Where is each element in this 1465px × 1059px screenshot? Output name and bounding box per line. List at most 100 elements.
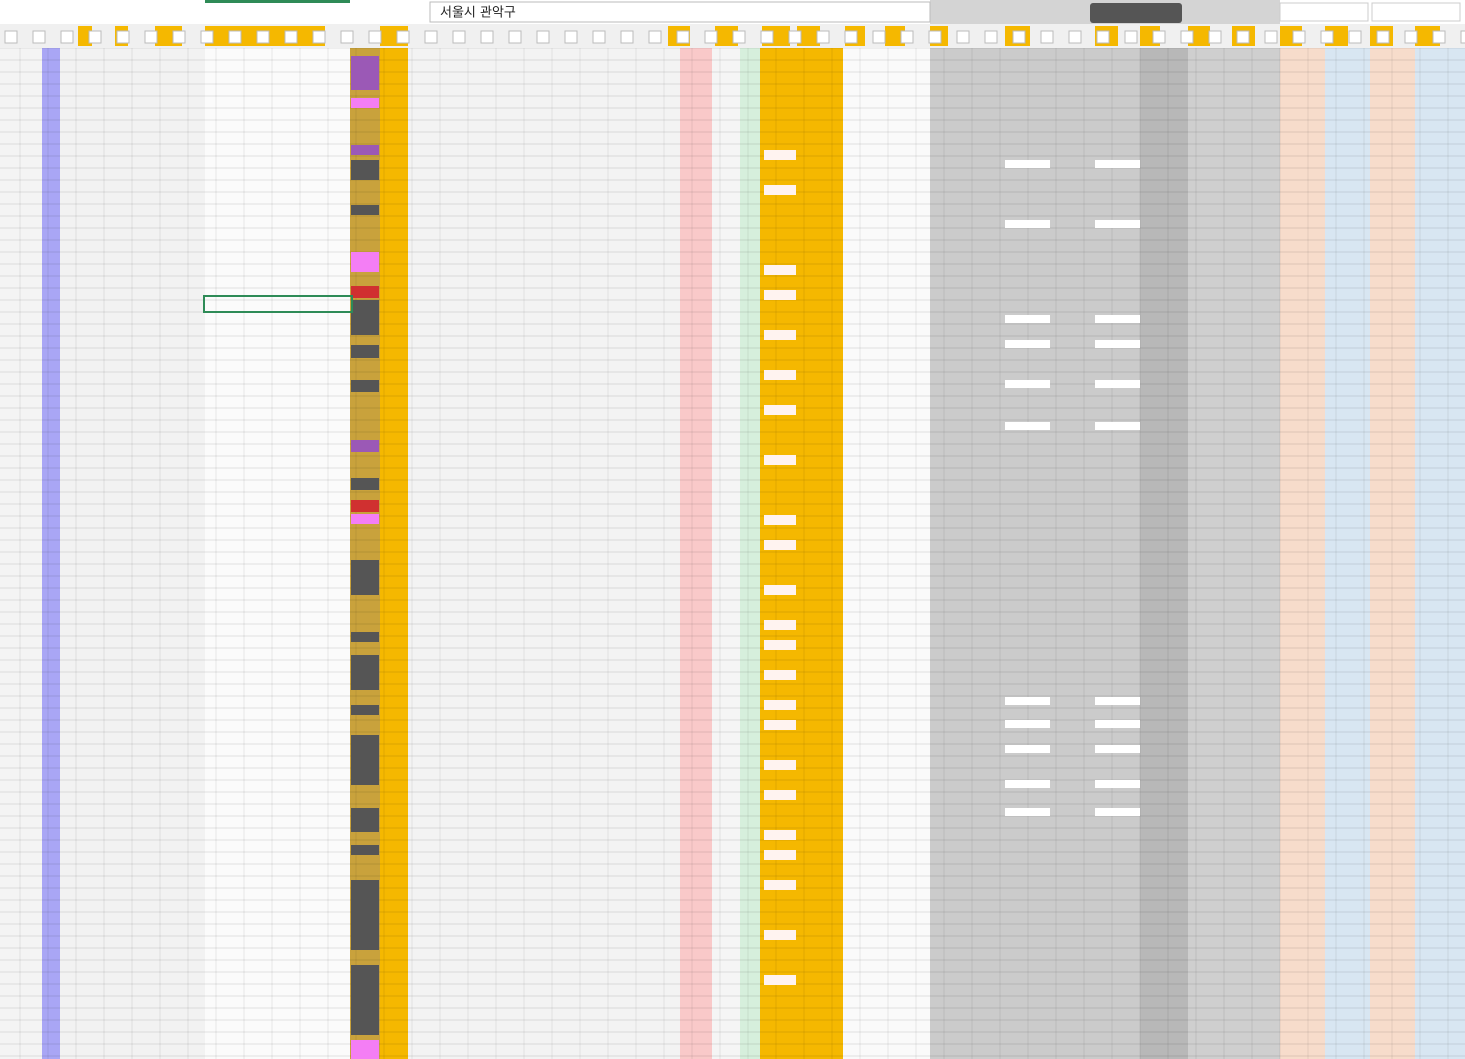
filter-button[interactable] xyxy=(368,30,382,44)
filter-button[interactable] xyxy=(564,30,578,44)
filter-button[interactable] xyxy=(1236,30,1250,44)
highlight-cell xyxy=(764,185,796,195)
filter-button[interactable] xyxy=(816,30,830,44)
column-fill xyxy=(1188,48,1280,1059)
sheet-title: 서울시 관악구 xyxy=(440,6,516,21)
colored-cell xyxy=(351,965,379,1035)
highlight-cell xyxy=(764,370,796,380)
colored-cell xyxy=(351,705,379,715)
filter-button[interactable] xyxy=(732,30,746,44)
colored-cell xyxy=(351,380,379,392)
filter-button[interactable] xyxy=(284,30,298,44)
column-fill xyxy=(1370,48,1415,1059)
filter-button[interactable] xyxy=(480,30,494,44)
highlight-cell xyxy=(764,405,796,415)
filter-button[interactable] xyxy=(536,30,550,44)
filter-button[interactable] xyxy=(88,30,102,44)
highlight-cell xyxy=(764,540,796,550)
filter-button[interactable] xyxy=(172,30,186,44)
filter-button[interactable] xyxy=(1208,30,1222,44)
header-cell xyxy=(797,26,820,46)
highlight-cell xyxy=(764,670,796,680)
white-cell xyxy=(1095,780,1140,788)
filter-button[interactable] xyxy=(704,30,718,44)
colored-cell xyxy=(351,345,379,358)
white-cell xyxy=(1095,160,1140,168)
highlight-cell xyxy=(764,930,796,940)
filter-button[interactable] xyxy=(116,30,130,44)
colored-cell xyxy=(351,56,379,90)
filter-button[interactable] xyxy=(844,30,858,44)
active-tab xyxy=(205,0,350,3)
white-cell xyxy=(1005,697,1050,705)
filter-button[interactable] xyxy=(1264,30,1278,44)
filter-button[interactable] xyxy=(928,30,942,44)
filter-button[interactable] xyxy=(1152,30,1166,44)
filter-button[interactable] xyxy=(1376,30,1390,44)
colored-cell xyxy=(351,1040,379,1059)
filter-button[interactable] xyxy=(424,30,438,44)
highlight-cell xyxy=(764,515,796,525)
filter-button[interactable] xyxy=(4,30,18,44)
white-cell xyxy=(1005,422,1050,430)
filter-button[interactable] xyxy=(1180,30,1194,44)
column-fill xyxy=(712,48,740,1059)
filter-button[interactable] xyxy=(1068,30,1082,44)
white-cell xyxy=(1095,697,1140,705)
white-cell xyxy=(1095,340,1140,348)
filter-button[interactable] xyxy=(1012,30,1026,44)
white-cell xyxy=(1005,380,1050,388)
colored-cell xyxy=(351,808,379,832)
colored-cell xyxy=(351,98,379,108)
filter-button[interactable] xyxy=(256,30,270,44)
highlight-cell xyxy=(764,830,796,840)
filter-button[interactable] xyxy=(620,30,634,44)
filter-button[interactable] xyxy=(984,30,998,44)
filter-button[interactable] xyxy=(32,30,46,44)
filter-button[interactable] xyxy=(228,30,242,44)
filter-button[interactable] xyxy=(760,30,774,44)
filter-button[interactable] xyxy=(508,30,522,44)
colored-cell xyxy=(351,845,379,855)
filter-button[interactable] xyxy=(1292,30,1306,44)
filter-button[interactable] xyxy=(872,30,886,44)
colored-cell xyxy=(351,300,379,335)
colored-cell xyxy=(351,560,379,595)
filter-button[interactable] xyxy=(592,30,606,44)
filter-button[interactable] xyxy=(1348,30,1362,44)
filter-button[interactable] xyxy=(1404,30,1418,44)
filter-button[interactable] xyxy=(144,30,158,44)
white-cell xyxy=(1005,160,1050,168)
filter-button[interactable] xyxy=(1124,30,1138,44)
filter-button[interactable] xyxy=(396,30,410,44)
filter-button[interactable] xyxy=(1432,30,1446,44)
filter-button[interactable] xyxy=(676,30,690,44)
header-cell xyxy=(885,26,905,46)
filter-button[interactable] xyxy=(900,30,914,44)
white-cell xyxy=(1005,220,1050,228)
colored-cell xyxy=(351,478,379,490)
filter-button[interactable] xyxy=(200,30,214,44)
highlight-cell xyxy=(764,640,796,650)
filter-button[interactable] xyxy=(1040,30,1054,44)
filter-button[interactable] xyxy=(60,30,74,44)
filter-button[interactable] xyxy=(452,30,466,44)
filter-button[interactable] xyxy=(1460,30,1465,44)
colored-cell xyxy=(351,205,379,215)
filter-button[interactable] xyxy=(956,30,970,44)
filter-button[interactable] xyxy=(1096,30,1110,44)
highlight-cell xyxy=(764,150,796,160)
selected-cell[interactable] xyxy=(203,295,353,313)
row-lines xyxy=(0,47,1465,1057)
filter-button[interactable] xyxy=(788,30,802,44)
filter-button[interactable] xyxy=(340,30,354,44)
white-cell xyxy=(1095,720,1140,728)
header-cell xyxy=(1371,2,1461,22)
filter-button[interactable] xyxy=(648,30,662,44)
column-fill xyxy=(1280,48,1325,1059)
tooltip xyxy=(1090,3,1182,23)
column-fill xyxy=(930,48,1140,1059)
filter-button[interactable] xyxy=(1320,30,1334,44)
filter-button[interactable] xyxy=(312,30,326,44)
